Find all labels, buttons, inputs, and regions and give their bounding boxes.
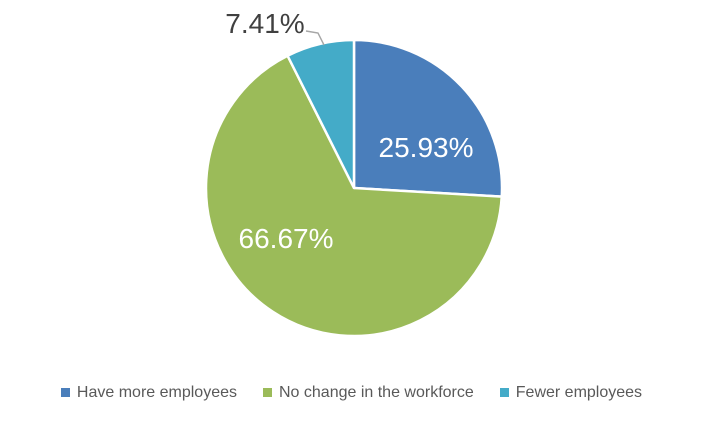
data-label-fewer-employees: 7.41% [225,8,305,39]
pie-slices [204,38,504,338]
legend-swatch-no-change [263,388,272,398]
legend-label-have-more-employees: Have more employees [76,384,237,401]
legend-item-have-more-employees: Have more employees [60,383,237,402]
data-label-have-more-employees: 25.93% [378,132,474,163]
legend-label-fewer-employees: Fewer employees [515,384,643,401]
pie-chart [204,30,504,338]
data-label-no-change: 66.67% [238,223,334,254]
legend-swatch-fewer-employees [499,388,509,398]
pie-slice-0 [352,38,504,198]
chart-legend: Have more employees No change in the wor… [0,383,703,402]
pie-slice-2 [286,38,356,190]
pie-slice-1 [204,54,503,338]
legend-label-no-change: No change in the workforce [279,384,474,401]
legend-item-fewer-employees: Fewer employees [499,383,643,402]
legend-item-no-change: No change in the workforce [263,383,474,402]
label-leader-line [305,30,325,46]
legend-swatch-have-more-employees [60,388,70,398]
